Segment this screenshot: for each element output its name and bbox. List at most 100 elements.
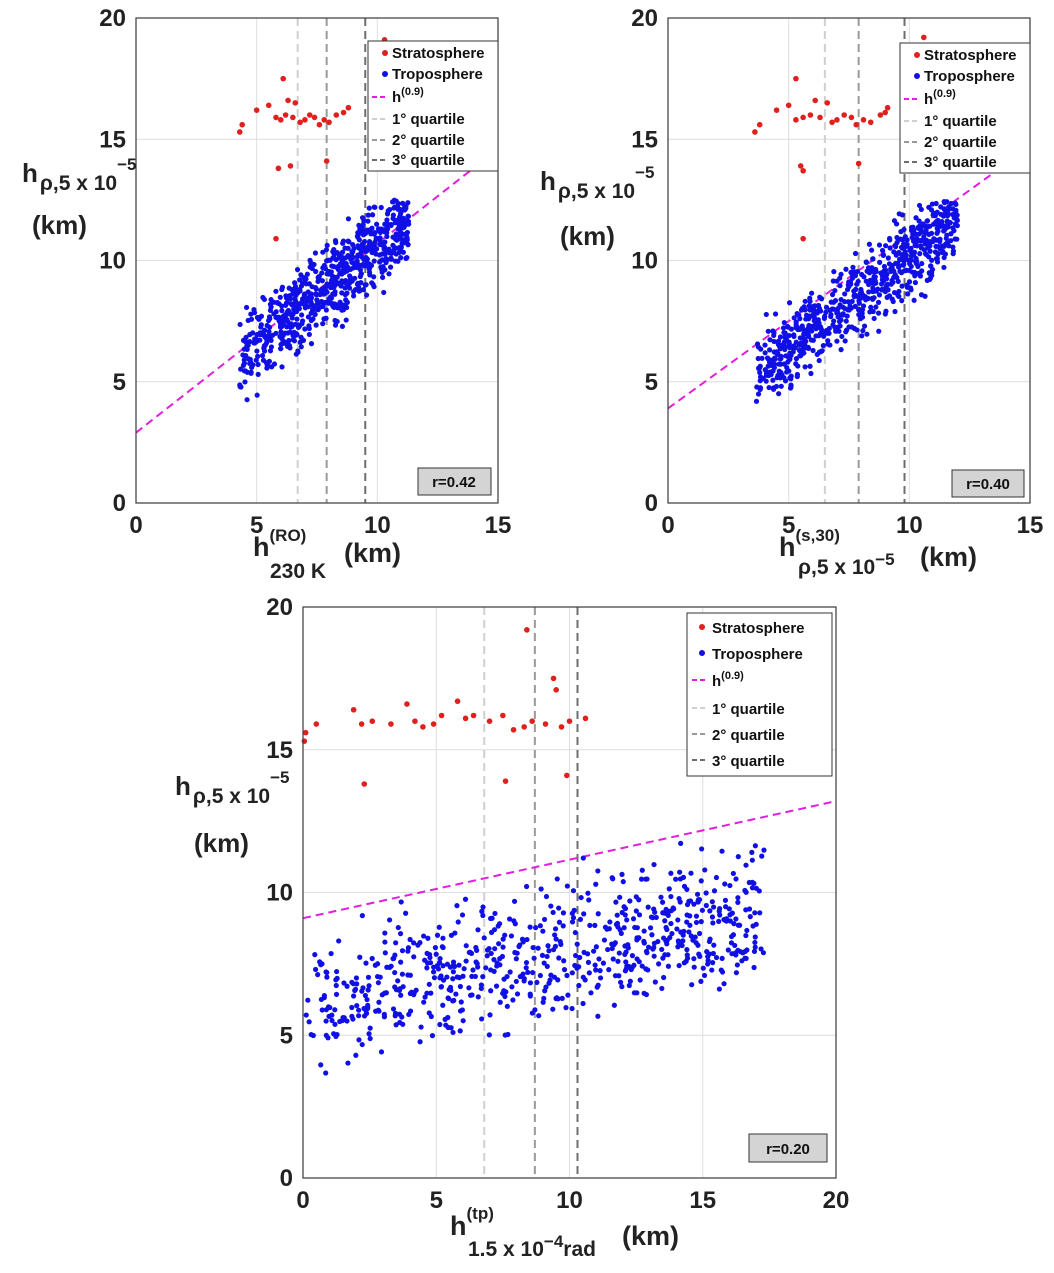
stratosphere-point: [542, 721, 549, 727]
troposphere-point: [861, 274, 867, 280]
troposphere-point: [624, 917, 630, 923]
stratosphere-point: [239, 121, 245, 128]
troposphere-point: [363, 282, 369, 288]
troposphere-point: [733, 876, 739, 882]
troposphere-point: [770, 386, 777, 392]
troposphere-point: [367, 1035, 373, 1042]
troposphere-point: [379, 269, 385, 275]
troposphere-point: [901, 257, 908, 264]
troposphere-point: [362, 992, 368, 999]
stratosphere-point: [404, 701, 410, 707]
stratosphere-point: [800, 235, 806, 242]
troposphere-point: [651, 940, 657, 946]
troposphere-point: [336, 938, 342, 944]
troposphere-point: [411, 954, 417, 960]
troposphere-point: [523, 883, 530, 890]
troposphere-point: [340, 238, 347, 244]
troposphere-point: [760, 950, 767, 956]
stratosphere-point: [236, 129, 243, 135]
troposphere-point: [923, 251, 929, 258]
troposphere-point: [777, 375, 783, 381]
troposphere-point: [749, 885, 756, 891]
stratosphere-point: [420, 724, 426, 730]
x-tick-label: 10: [556, 1187, 583, 1214]
troposphere-point: [588, 990, 594, 996]
troposphere-point: [333, 982, 339, 989]
troposphere-point: [355, 234, 361, 240]
troposphere-point: [837, 283, 843, 289]
troposphere-point: [645, 904, 651, 910]
troposphere-point: [543, 984, 549, 990]
troposphere-point: [719, 955, 725, 961]
troposphere-point: [513, 978, 519, 985]
troposphere-point: [370, 212, 376, 218]
x-tick-label: 15: [485, 512, 512, 539]
troposphere-point: [923, 228, 929, 234]
troposphere-point: [381, 289, 387, 296]
troposphere-point: [381, 244, 388, 250]
troposphere-point: [509, 984, 515, 990]
troposphere-point: [555, 996, 561, 1002]
troposphere-point: [668, 893, 674, 900]
troposphere-point: [911, 297, 917, 303]
troposphere-point: [945, 224, 951, 230]
troposphere-point: [354, 258, 360, 264]
troposphere-point: [329, 284, 335, 290]
troposphere-point: [546, 980, 552, 986]
stratosphere-point: [350, 706, 357, 713]
troposphere-point: [733, 970, 740, 976]
stratosphere-point: [785, 102, 792, 109]
troposphere-point: [662, 918, 668, 924]
troposphere-point: [558, 941, 564, 947]
troposphere-point: [743, 932, 749, 939]
troposphere-point: [544, 953, 550, 960]
x-tick-label: 10: [896, 512, 923, 539]
stratosphere-point: [313, 721, 320, 727]
troposphere-point: [582, 977, 588, 983]
troposphere-point: [684, 886, 690, 893]
troposphere-point: [356, 245, 362, 251]
troposphere-point: [548, 903, 554, 909]
troposphere-point: [276, 301, 282, 307]
x-axis-sub: 1.5 x 10−4rad: [468, 1232, 596, 1261]
troposphere-point: [878, 281, 885, 287]
troposphere-point: [534, 979, 540, 985]
troposphere-point: [693, 919, 700, 926]
troposphere-point: [527, 993, 533, 999]
troposphere-point: [825, 338, 831, 344]
stratosphere-point: [438, 712, 445, 719]
troposphere-point: [333, 257, 339, 263]
troposphere-point: [928, 230, 935, 237]
troposphere-point: [782, 334, 788, 340]
ylabel-base: h: [175, 771, 191, 801]
stratosphere-point: [345, 104, 352, 111]
troposphere-point: [619, 984, 625, 990]
troposphere-point: [829, 306, 835, 312]
troposphere-point: [754, 341, 761, 347]
stratosphere-point: [553, 686, 559, 693]
troposphere-point: [648, 914, 655, 920]
troposphere-point: [749, 857, 755, 863]
troposphere-point: [424, 960, 431, 966]
troposphere-point: [390, 956, 396, 962]
legend-fit-label: h(0.9): [712, 670, 744, 690]
stratosphere-point: [500, 712, 506, 719]
troposphere-point: [265, 333, 272, 339]
troposphere-point: [487, 1012, 493, 1018]
stratosphere-point: [297, 119, 303, 126]
troposphere-point: [917, 270, 923, 276]
troposphere-point: [722, 881, 728, 887]
troposphere-point: [559, 995, 565, 1002]
troposphere-point: [627, 978, 633, 984]
troposphere-points: [753, 199, 960, 404]
stratosphere-point: [282, 112, 289, 118]
troposphere-point: [283, 302, 289, 308]
troposphere-point: [688, 870, 694, 876]
troposphere-point: [752, 910, 758, 916]
troposphere-point: [812, 303, 818, 309]
troposphere-point: [329, 263, 335, 269]
troposphere-point: [808, 337, 814, 343]
troposphere-point: [393, 940, 399, 946]
troposphere-point: [323, 969, 329, 975]
